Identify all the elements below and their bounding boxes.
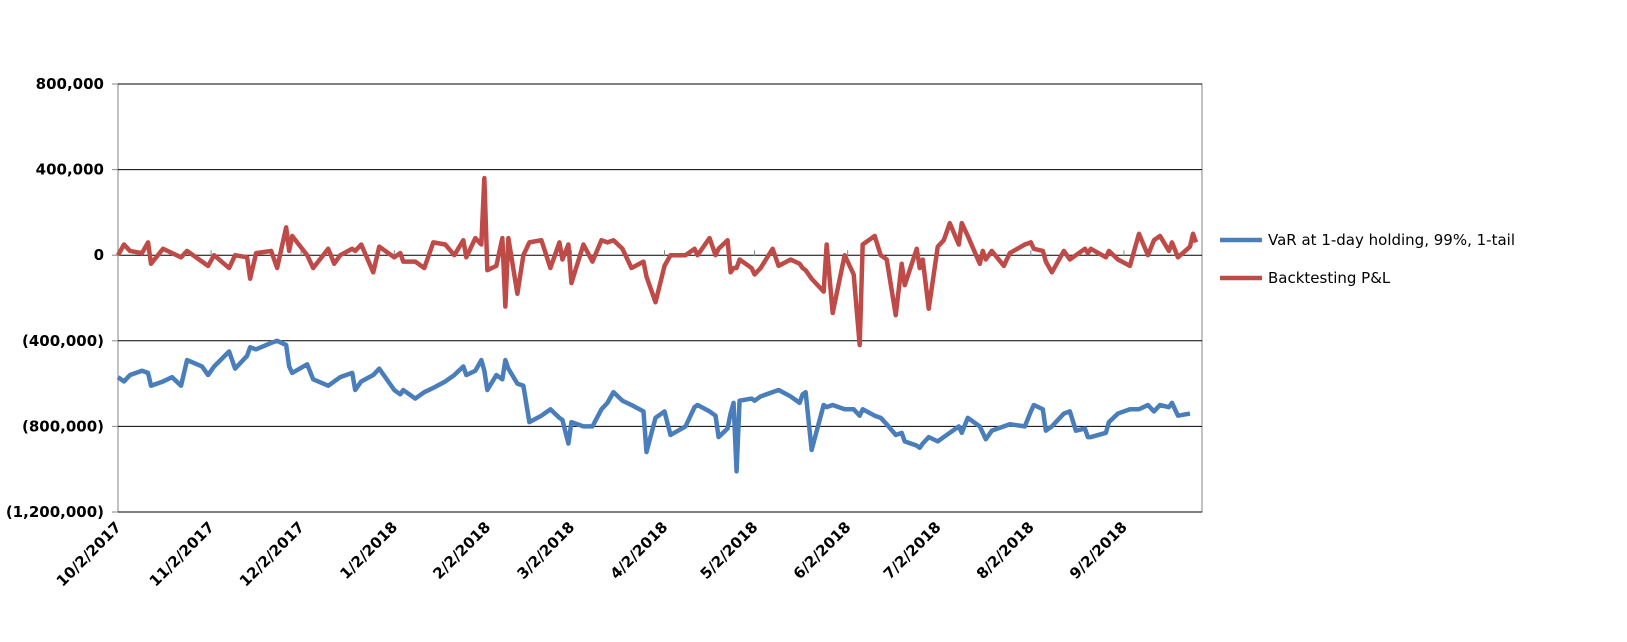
x-tick-label: 1/2/2018 [336, 518, 401, 583]
x-tick-label: 2/2/2018 [429, 518, 494, 583]
x-tick-label: 5/2/2018 [697, 518, 762, 583]
x-tick-label: 10/2/2017 [53, 518, 125, 590]
y-tick-label: 800,000 [36, 75, 104, 93]
legend-label: Backtesting P&L [1268, 269, 1391, 287]
x-tick-label: 9/2/2018 [1066, 518, 1131, 583]
x-tick-label: 11/2/2017 [146, 518, 218, 590]
x-tick-label: 12/2/2017 [236, 518, 308, 590]
y-tick-label: (800,000) [22, 417, 104, 435]
y-tick-label: (1,200,000) [6, 503, 104, 521]
plot-area [117, 83, 1203, 513]
x-tick-label: 8/2/2018 [973, 518, 1038, 583]
x-tick-label: 3/2/2018 [513, 518, 578, 583]
x-tick-label: 6/2/2018 [790, 518, 855, 583]
series-line [116, 175, 1199, 348]
legend-label: VaR at 1-day holding, 99%, 1-tail [1268, 231, 1515, 249]
x-tick-label: 7/2/2018 [880, 518, 945, 583]
y-tick-label: 0 [94, 246, 104, 264]
x-tick-label: 4/2/2018 [607, 518, 672, 583]
y-tick-label: 400,000 [36, 161, 104, 179]
y-tick-label: (400,000) [22, 332, 104, 350]
series-line [116, 338, 1191, 474]
